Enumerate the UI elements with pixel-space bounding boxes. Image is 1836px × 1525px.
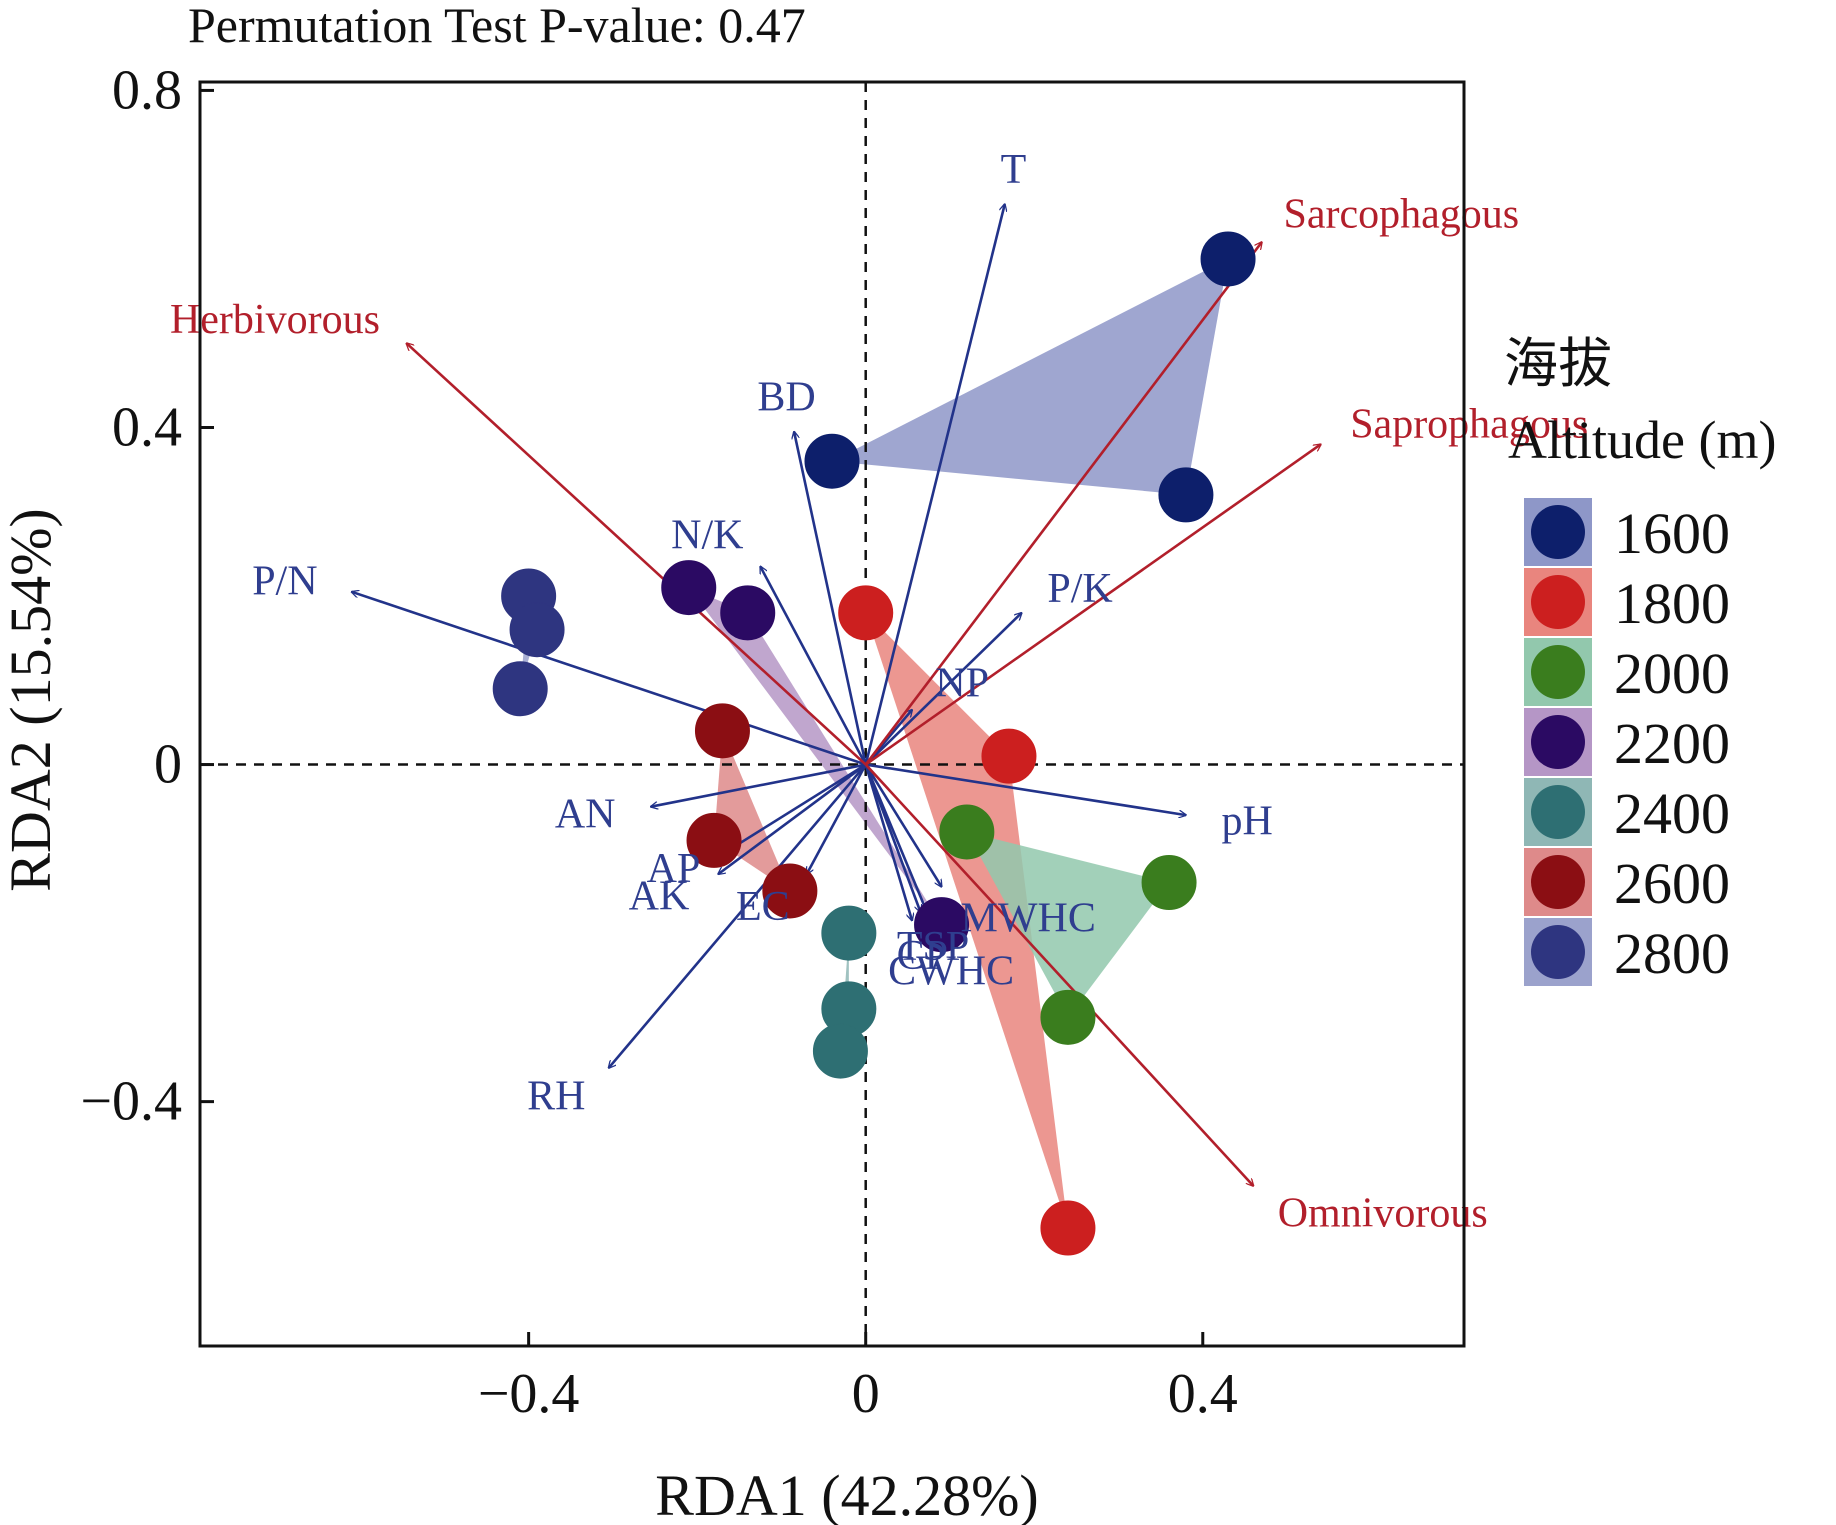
point-2000 — [939, 804, 995, 860]
legend-marker-1600 — [1531, 505, 1585, 559]
env-arrow-p-k — [864, 613, 1022, 766]
point-1800 — [838, 585, 894, 641]
legend-marker-2800 — [1531, 925, 1585, 979]
env-arrow-an — [651, 763, 866, 807]
env-arrow-n-k — [759, 567, 867, 766]
env-arrow-t — [864, 204, 1005, 765]
legend-marker-1800 — [1531, 575, 1585, 629]
point-2800 — [509, 602, 565, 658]
env-arrow-mwhc — [864, 763, 942, 887]
env-label-ec: EC — [736, 884, 790, 930]
point-2600 — [694, 703, 750, 759]
legend-marker-2200 — [1531, 715, 1585, 769]
legend-marker-2000 — [1531, 645, 1585, 699]
env-arrow-ec — [805, 763, 867, 875]
legend-label-1600: 1600 — [1614, 501, 1730, 566]
point-2000 — [1141, 855, 1197, 911]
hull-2400 — [840, 933, 849, 1052]
env-label-rh: RH — [527, 1073, 585, 1119]
point-1800 — [1040, 1200, 1096, 1256]
hull-2200 — [688, 587, 942, 925]
group-arrow-omnivorous — [864, 763, 1254, 1186]
env-label-mwhc: MWHC — [961, 895, 1096, 941]
point-2600 — [686, 812, 742, 868]
x-tick-label: 0.4 — [1168, 1363, 1238, 1425]
legend-label-2000: 2000 — [1614, 641, 1730, 706]
chart-title: Permutation Test P-value: 0.47 — [188, 0, 806, 53]
env-label-ak: AK — [629, 874, 690, 920]
point-2400 — [812, 1023, 868, 1079]
y-tick-label: 0.8 — [112, 59, 182, 121]
point-1600 — [1158, 467, 1214, 523]
env-label-ap: AP — [647, 846, 701, 892]
y-tick-label: 0.4 — [112, 396, 182, 458]
y-tick-label: −0.4 — [80, 1071, 182, 1133]
point-2400 — [821, 905, 877, 961]
x-tick-label: −0.4 — [478, 1363, 580, 1425]
env-label-t: T — [1001, 147, 1027, 193]
legend-marker-2400 — [1531, 785, 1585, 839]
group-hulls — [520, 258, 1229, 1229]
point-2000 — [1040, 989, 1096, 1045]
hull-2000 — [966, 831, 1170, 1018]
point-1600 — [804, 433, 860, 489]
x-axis-title: RDA1 (42.28%) — [655, 1463, 1038, 1525]
env-label-n-k: N/K — [671, 513, 743, 559]
env-label-tsp: TSP — [897, 924, 969, 970]
env-label-an: AN — [555, 792, 616, 838]
env-label-ph: pH — [1221, 799, 1272, 845]
env-label-cp: CP — [897, 933, 948, 979]
env-label-cwhc: CWHC — [888, 949, 1014, 995]
group-arrow-sarcophagous — [864, 242, 1262, 766]
legend-label-2600: 2600 — [1614, 851, 1730, 916]
legend-label-2400: 2400 — [1614, 781, 1730, 846]
axis-ticks: −0.4 0 0.4 0.8 0.4 0 −0.4 — [80, 59, 1237, 1425]
plot-frame — [198, 80, 1466, 1348]
legend-label-1800: 1800 — [1614, 571, 1730, 636]
group-label-sarcophagous: Sarcophagous — [1284, 191, 1520, 237]
point-2200 — [720, 585, 776, 641]
vector-arrows — [352, 204, 1321, 1186]
point-2600 — [762, 863, 818, 919]
point-1800 — [981, 728, 1037, 784]
legend-label-2800: 2800 — [1614, 921, 1730, 986]
env-label-p-n: P/N — [252, 558, 317, 604]
env-arrow-ph — [865, 763, 1186, 816]
group-label-herbivorous: Herbivorous — [170, 297, 380, 343]
point-1600 — [1200, 231, 1256, 287]
env-arrow-cp — [864, 764, 912, 921]
env-arrow-bd — [794, 432, 867, 765]
group-label-saprophagous: Saprophagous — [1350, 402, 1588, 448]
legend: 海拔 Altitude (m) 160018002000220024002600… — [1504, 334, 1776, 986]
env-arrow-p-n — [352, 592, 867, 766]
hull-1600 — [832, 258, 1229, 495]
legend-marker-2600 — [1531, 855, 1585, 909]
point-2800 — [492, 661, 548, 717]
env-arrow-ap — [731, 763, 867, 849]
legend-label-2200: 2200 — [1614, 711, 1730, 776]
env-arrow-rh — [609, 763, 867, 1068]
env-label-np: NP — [935, 660, 989, 706]
point-2200 — [661, 560, 717, 616]
env-label-p-k: P/K — [1047, 566, 1112, 612]
env-arrow-ak — [718, 763, 867, 875]
group-arrow-saprophagous — [864, 444, 1321, 766]
legend-title-cn: 海拔 — [1504, 334, 1612, 394]
x-tick-label: 0 — [852, 1363, 880, 1425]
reference-lines — [200, 82, 1464, 1346]
group-label-omnivorous: Omnivorous — [1278, 1190, 1488, 1236]
legend-title: Altitude (m) — [1508, 410, 1776, 470]
y-tick-label: 0 — [154, 734, 182, 796]
group-arrow-herbivorous — [406, 343, 867, 766]
point-2200 — [914, 897, 970, 953]
sample-points — [492, 231, 1256, 1256]
y-axis-title: RDA2 (15.54%) — [0, 508, 63, 891]
env-label-bd: BD — [757, 375, 815, 421]
